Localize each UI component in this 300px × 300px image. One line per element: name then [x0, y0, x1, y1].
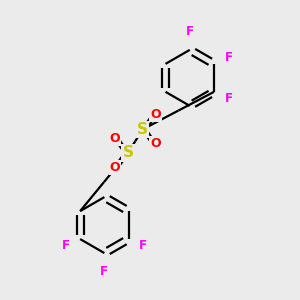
Text: F: F [61, 239, 69, 252]
Text: O: O [110, 161, 120, 174]
Text: S: S [137, 122, 148, 137]
Text: F: F [139, 239, 147, 252]
Text: O: O [150, 108, 161, 121]
Text: O: O [110, 132, 120, 145]
Text: S: S [122, 146, 134, 160]
Text: F: F [100, 266, 108, 278]
Text: O: O [150, 137, 161, 150]
Text: F: F [186, 25, 194, 38]
Text: F: F [225, 92, 233, 104]
Text: F: F [225, 51, 233, 64]
